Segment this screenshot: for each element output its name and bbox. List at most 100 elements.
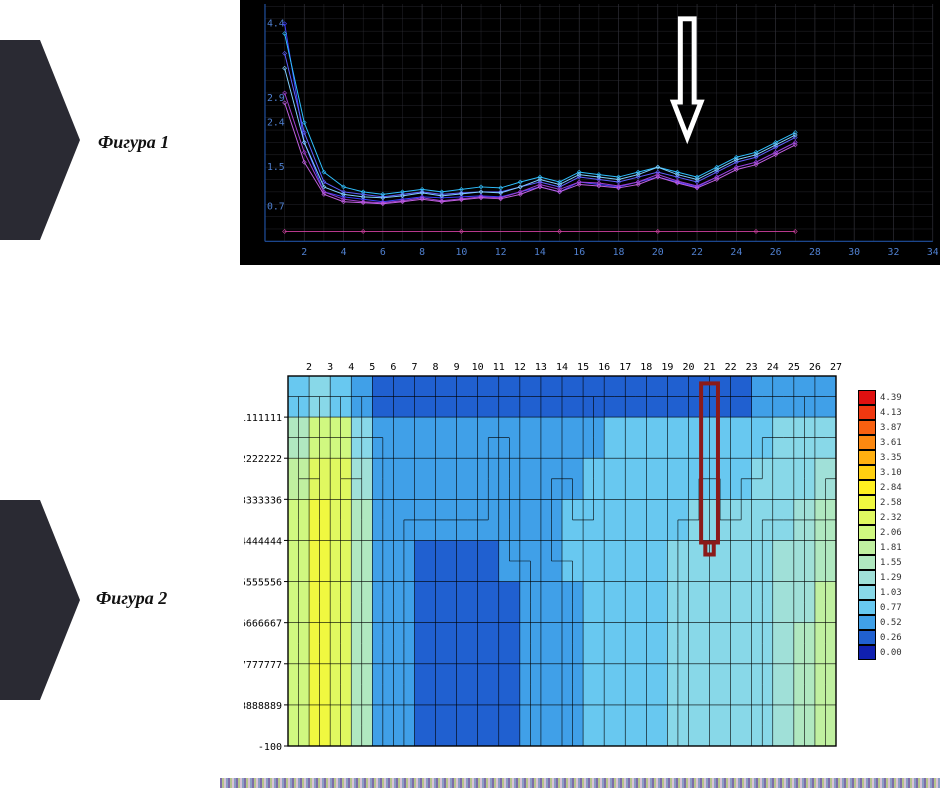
- legend-value: 0.52: [880, 618, 902, 628]
- legend-swatch: [858, 525, 876, 540]
- svg-text:30: 30: [848, 247, 860, 258]
- legend-row: 0.26: [858, 630, 918, 645]
- svg-text:13: 13: [535, 362, 547, 373]
- svg-text:6: 6: [380, 247, 386, 258]
- decorative-strip: [220, 778, 940, 788]
- legend-value: 0.00: [880, 648, 902, 658]
- svg-text:16: 16: [573, 247, 585, 258]
- legend-value: 2.32: [880, 513, 902, 523]
- svg-text:-88.88888888888889: -88.88888888888889: [244, 701, 282, 712]
- svg-text:-100: -100: [258, 742, 282, 753]
- svg-text:14: 14: [556, 362, 568, 373]
- legend-swatch: [858, 645, 876, 660]
- legend-swatch: [858, 480, 876, 495]
- legend-value: 1.55: [880, 558, 902, 568]
- legend-swatch: [858, 630, 876, 645]
- svg-text:24: 24: [767, 362, 779, 373]
- svg-text:16: 16: [598, 362, 610, 373]
- svg-text:12: 12: [514, 362, 526, 373]
- legend-value: 3.87: [880, 423, 902, 433]
- svg-text:-33.333333333333336: -33.333333333333336: [244, 495, 282, 506]
- legend-swatch: [858, 405, 876, 420]
- legend-row: 3.10: [858, 465, 918, 480]
- heatmap-svg: 2345678910111213141516171819202122232425…: [244, 354, 844, 754]
- legend-swatch: [858, 585, 876, 600]
- legend-row: 4.39: [858, 390, 918, 405]
- svg-text:24: 24: [730, 247, 742, 258]
- legend-row: 4.13: [858, 405, 918, 420]
- svg-text:10: 10: [472, 362, 484, 373]
- legend-swatch: [858, 435, 876, 450]
- legend-row: 2.84: [858, 480, 918, 495]
- svg-text:-11.11111111111111: -11.11111111111111: [244, 413, 282, 424]
- legend-row: 0.77: [858, 600, 918, 615]
- heatmap-legend: 4.394.13 3.87 3.61 3.353.102.84 2.58 2.32 2.06…: [858, 390, 918, 660]
- svg-text:28: 28: [809, 247, 821, 258]
- pointer-shape-1: [0, 40, 80, 240]
- svg-text:19: 19: [661, 362, 673, 373]
- legend-value: 1.81: [880, 543, 902, 553]
- svg-text:7: 7: [411, 362, 417, 373]
- legend-row: 2.58: [858, 495, 918, 510]
- svg-text:3: 3: [327, 362, 333, 373]
- legend-swatch: [858, 450, 876, 465]
- legend-swatch: [858, 510, 876, 525]
- legend-row: 2.06: [858, 525, 918, 540]
- svg-text:18: 18: [640, 362, 652, 373]
- svg-text:20: 20: [652, 247, 664, 258]
- svg-text:18: 18: [613, 247, 625, 258]
- svg-text:22: 22: [725, 362, 737, 373]
- legend-swatch: [858, 420, 876, 435]
- svg-text:5: 5: [369, 362, 375, 373]
- svg-text:10: 10: [455, 247, 467, 258]
- legend-row: 1.81: [858, 540, 918, 555]
- svg-text:12: 12: [495, 247, 507, 258]
- svg-text:-22.22222222222222: -22.22222222222222: [244, 454, 282, 465]
- legend-row: 1.29: [858, 570, 918, 585]
- legend-swatch: [858, 615, 876, 630]
- svg-text:14: 14: [534, 247, 546, 258]
- legend-value: 0.77: [880, 603, 902, 613]
- svg-text:0.7: 0.7: [267, 202, 285, 213]
- svg-text:1.5: 1.5: [267, 162, 285, 173]
- legend-value: 0.26: [880, 633, 902, 643]
- svg-text:8: 8: [419, 247, 425, 258]
- legend-row: 2.32: [858, 510, 918, 525]
- legend-row: 3.87: [858, 420, 918, 435]
- svg-text:2: 2: [306, 362, 312, 373]
- legend-row: 3.61: [858, 435, 918, 450]
- legend-row: 1.55: [858, 555, 918, 570]
- legend-value: 3.61: [880, 438, 902, 448]
- legend-swatch: [858, 570, 876, 585]
- legend-swatch: [858, 495, 876, 510]
- svg-text:32: 32: [888, 247, 900, 258]
- svg-text:27: 27: [830, 362, 842, 373]
- svg-text:-55.55555555555556: -55.55555555555556: [244, 578, 282, 589]
- legend-swatch: [858, 555, 876, 570]
- svg-text:26: 26: [809, 362, 821, 373]
- svg-text:23: 23: [746, 362, 758, 373]
- svg-text:4: 4: [341, 247, 347, 258]
- figure-1-label: Фигура 1: [98, 132, 169, 153]
- svg-text:4: 4: [348, 362, 354, 373]
- heatmap-chart: 2345678910111213141516171819202122232425…: [244, 354, 844, 754]
- svg-text:9: 9: [454, 362, 460, 373]
- svg-text:11: 11: [493, 362, 505, 373]
- svg-text:2.4: 2.4: [267, 118, 285, 129]
- svg-text:21: 21: [704, 362, 716, 373]
- legend-value: 2.06: [880, 528, 902, 538]
- legend-row: 3.35: [858, 450, 918, 465]
- line-chart-svg: 2468101214161820222426283032340.71.52.42…: [242, 2, 938, 263]
- legend-value: 2.58: [880, 498, 902, 508]
- svg-text:25: 25: [788, 362, 800, 373]
- figure-2-label: Фигура 2: [96, 588, 167, 609]
- legend-swatch: [858, 600, 876, 615]
- legend-value: 1.03: [880, 588, 902, 598]
- svg-text:-77.77777777777777: -77.77777777777777: [244, 660, 282, 671]
- legend-row: 1.03: [858, 585, 918, 600]
- svg-text:20: 20: [682, 362, 694, 373]
- svg-text:2: 2: [301, 247, 307, 258]
- svg-text:-66.66666666666667: -66.66666666666667: [244, 619, 282, 630]
- svg-text:6: 6: [390, 362, 396, 373]
- legend-row: 0.52: [858, 615, 918, 630]
